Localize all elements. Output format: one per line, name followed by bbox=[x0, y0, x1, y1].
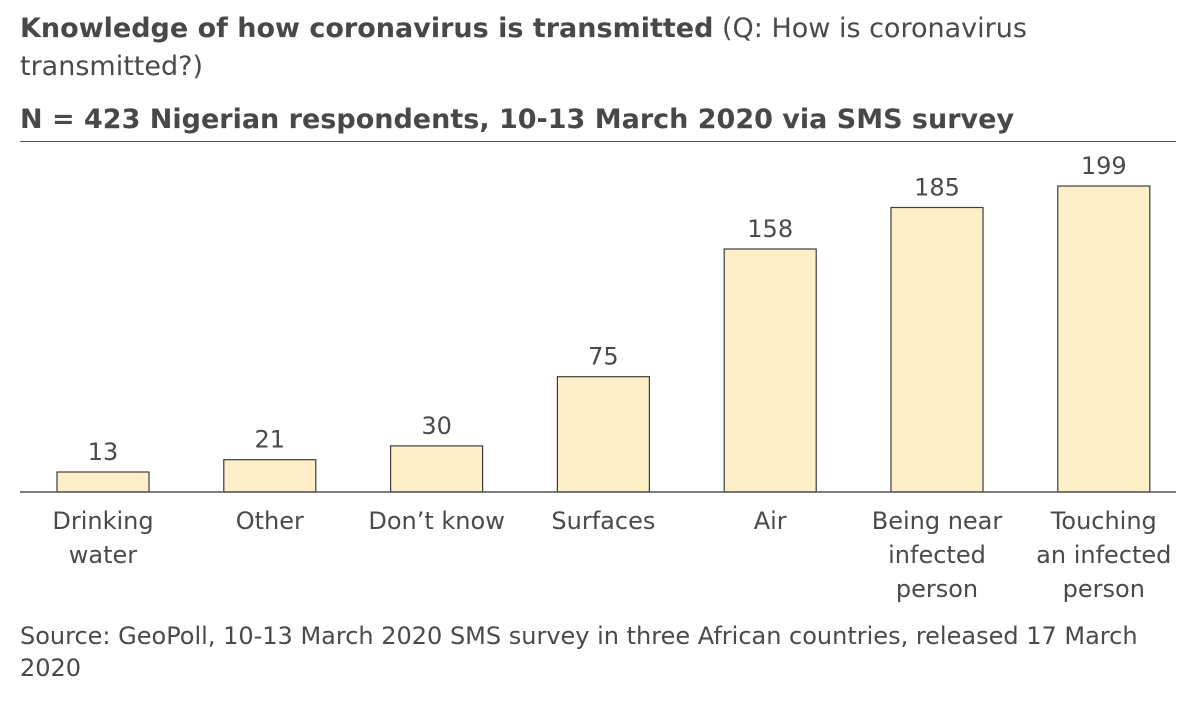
chart-title: Knowledge of how coronavirus is transmit… bbox=[20, 10, 1180, 86]
value-label-being-near-infected-person: 185 bbox=[914, 174, 960, 202]
chart-title-question: (Q: How is coronavirus transmitted?) bbox=[20, 13, 1027, 82]
bar-drinking-water bbox=[56, 471, 150, 493]
bars-group bbox=[56, 185, 1151, 493]
category-label-other: Other bbox=[236, 507, 304, 535]
bar-touching-an-infected-person bbox=[1057, 185, 1151, 493]
category-label-drinking-water: Drinking water bbox=[52, 507, 153, 569]
category-label-touching-an-infected-person: Touching an infected person bbox=[1036, 507, 1171, 603]
bar-air bbox=[723, 248, 817, 493]
value-labels-group: 13 21 30 75 158 185 199 bbox=[88, 152, 1127, 466]
bar-dont-know bbox=[390, 445, 484, 493]
bar-chart: 13 21 30 75 158 185 199 Drinking water Other Don’… bbox=[20, 152, 1176, 603]
value-label-surfaces: 75 bbox=[588, 343, 619, 371]
value-label-touching-an-infected-person: 199 bbox=[1081, 152, 1127, 180]
category-labels-group: Drinking water Other Don’t know Surfaces Air B… bbox=[52, 507, 1171, 603]
bar-other bbox=[223, 459, 317, 493]
category-label-dont-know: Don’t know bbox=[368, 507, 504, 535]
bar-surfaces bbox=[556, 376, 651, 493]
category-label-surfaces: Surfaces bbox=[551, 507, 655, 535]
category-label-air: Air bbox=[754, 507, 787, 535]
value-label-dont-know: 30 bbox=[421, 412, 452, 440]
bar-being-near-infected-person bbox=[890, 206, 984, 493]
source-note: Source: GeoPoll, 10-13 March 2020 SMS su… bbox=[20, 622, 1138, 682]
chart-title-bold: Knowledge of how coronavirus is transmit… bbox=[20, 13, 714, 44]
chart-subtitle: N = 423 Nigerian respondents, 10-13 Marc… bbox=[20, 104, 1015, 135]
category-label-being-near-infected-person: Being near infected person bbox=[872, 507, 1003, 603]
value-label-drinking-water: 13 bbox=[88, 438, 119, 466]
value-label-air: 158 bbox=[747, 215, 793, 243]
value-label-other: 21 bbox=[255, 426, 286, 454]
title-divider bbox=[20, 141, 1176, 142]
